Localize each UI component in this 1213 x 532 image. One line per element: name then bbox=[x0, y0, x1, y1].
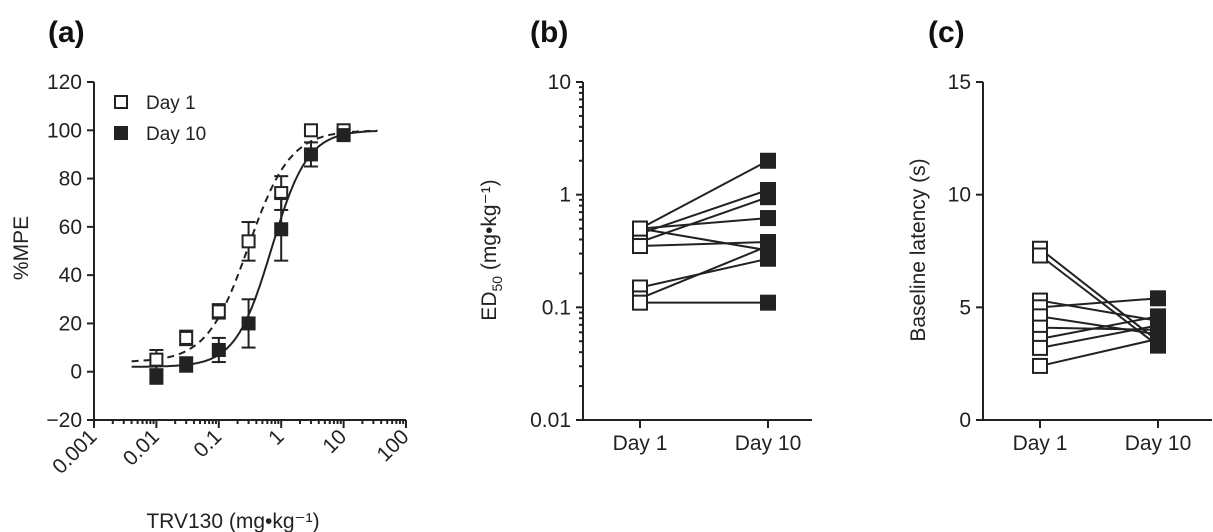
data-point-day1 bbox=[1032, 339, 1048, 356]
panel-c-y-tick-label: 10 bbox=[948, 184, 971, 207]
panel-b-y-tick-label: 0.1 bbox=[542, 296, 571, 319]
data-point-day10 bbox=[336, 128, 351, 143]
panel-a-label: (a) bbox=[48, 16, 85, 49]
data-point-day10 bbox=[1150, 317, 1166, 334]
panel-b-label: (b) bbox=[530, 16, 568, 49]
panel-c-y-tick-label: 5 bbox=[959, 296, 971, 319]
data-point-day10 bbox=[1150, 290, 1166, 307]
panel-c-y-tick-label: 15 bbox=[948, 71, 971, 94]
data-point-day1 bbox=[241, 234, 256, 249]
data-point-day1 bbox=[1032, 247, 1048, 264]
pair-line bbox=[639, 196, 769, 243]
panel-a-x-tick-label: 100 bbox=[372, 425, 413, 466]
panel-a-y-tick-label: −20 bbox=[46, 409, 82, 432]
data-point-day10 bbox=[760, 152, 776, 169]
panel-c-y-tick-label: 0 bbox=[959, 409, 971, 432]
panel-b-data-points bbox=[632, 152, 776, 311]
legend-open-square-marker bbox=[114, 95, 128, 109]
legend-filled-square-marker bbox=[114, 126, 128, 140]
legend-day1-label: Day 1 bbox=[146, 93, 196, 114]
pair-line bbox=[639, 159, 769, 230]
panel-c-data-points bbox=[1032, 240, 1166, 374]
data-point-day1 bbox=[632, 220, 648, 237]
data-point-day1 bbox=[1032, 357, 1048, 374]
data-point-day1 bbox=[303, 123, 318, 138]
pair-line bbox=[1039, 315, 1159, 340]
panel-a-y-tick-label: 120 bbox=[47, 71, 82, 94]
panel-b-pair-lines bbox=[639, 159, 769, 304]
pair-line bbox=[639, 227, 769, 252]
panel-b-y-tick-label: 1 bbox=[559, 184, 571, 207]
panel-b-y-tick-label: 0.01 bbox=[530, 409, 571, 432]
data-point-day10 bbox=[179, 357, 194, 372]
panel-a-x-axis-label: TRV130 (mg•kg⁻¹) bbox=[146, 510, 319, 532]
data-point-day10 bbox=[760, 294, 776, 311]
fit-curve-day10 bbox=[131, 130, 378, 368]
panel-a-x-tick-label: 0.1 bbox=[189, 425, 226, 462]
data-point-day10 bbox=[303, 147, 318, 162]
pair-line bbox=[639, 241, 769, 248]
data-point-day1 bbox=[179, 330, 194, 345]
panel-c-label: (c) bbox=[928, 16, 965, 49]
panel-a-y-tick-label: 80 bbox=[59, 168, 82, 191]
data-point-day1 bbox=[211, 304, 226, 319]
panel-a-y-tick-label: 100 bbox=[47, 119, 82, 142]
data-point-day10 bbox=[760, 210, 776, 227]
pair-line bbox=[639, 245, 769, 300]
panel-a-x-tick-label: 1 bbox=[264, 425, 289, 450]
panel-a-legend: Day 1 Day 10 bbox=[114, 93, 206, 145]
panel-a-x-tick-label: 0.01 bbox=[119, 425, 164, 470]
data-point-day10 bbox=[241, 316, 256, 331]
data-point-day10 bbox=[760, 189, 776, 206]
data-point-day10 bbox=[1150, 330, 1166, 347]
data-point-day1 bbox=[149, 352, 164, 367]
panel-c-baseline-latency: (c) Baseline latency (s) 0 5 10 15 Day 1 Day … bbox=[907, 16, 1212, 455]
data-point-day10 bbox=[211, 342, 226, 357]
panel-b-axes: 0.01 0.1 1 10 Day 1 Day 10 bbox=[530, 71, 812, 455]
data-point-day10 bbox=[274, 222, 289, 237]
panel-a-y-axis-label: %MPE bbox=[10, 216, 33, 280]
panel-c-y-axis-label: Baseline latency (s) bbox=[907, 158, 930, 341]
data-point-day1 bbox=[632, 238, 648, 255]
pair-line bbox=[639, 217, 769, 230]
pair-line bbox=[1039, 299, 1159, 322]
pair-line bbox=[1039, 337, 1159, 367]
panel-b-category-label: Day 10 bbox=[735, 432, 802, 455]
panel-a-data-points bbox=[149, 123, 351, 385]
pair-line bbox=[1039, 247, 1159, 342]
panel-b-y-axis-label: ED50 (mg•kg⁻¹) bbox=[478, 179, 505, 320]
panel-c-axes: 0 5 10 15 Day 1 Day 10 bbox=[948, 71, 1212, 455]
panel-b-y-tick-label: 10 bbox=[548, 71, 571, 94]
panel-b-category-label: Day 1 bbox=[613, 432, 668, 455]
panel-c-category-label: Day 10 bbox=[1125, 432, 1192, 455]
panel-c-category-label: Day 1 bbox=[1013, 432, 1068, 455]
pair-line bbox=[1039, 315, 1159, 336]
data-point-day10 bbox=[149, 369, 164, 384]
panel-b-ed50: (b) ED50 (mg•kg⁻¹) 0.01 0.1 1 10 Day 1 Day 10 bbox=[478, 16, 812, 455]
panel-a-dose-response: (a) TRV130 (mg•kg⁻¹) %MPE −2002040608010… bbox=[10, 16, 414, 532]
panel-a-x-tick-label: 10 bbox=[318, 425, 351, 458]
data-point-day1 bbox=[632, 294, 648, 311]
panel-a-fit-curves bbox=[131, 129, 378, 368]
panel-a-y-tick-label: 0 bbox=[70, 361, 82, 384]
data-point-day10 bbox=[760, 238, 776, 255]
fit-curve-day1 bbox=[131, 129, 378, 363]
panel-a-y-tick-label: 20 bbox=[59, 312, 82, 335]
legend-day10-label: Day 10 bbox=[146, 124, 206, 145]
panel-a-x-tick-label: 0.001 bbox=[48, 425, 101, 478]
panel-a-y-tick-label: 60 bbox=[59, 216, 82, 239]
panel-a-y-tick-label: 40 bbox=[59, 264, 82, 287]
pair-line bbox=[1039, 324, 1159, 349]
pair-line bbox=[1039, 297, 1159, 309]
panel-c-pair-lines bbox=[1039, 247, 1159, 367]
